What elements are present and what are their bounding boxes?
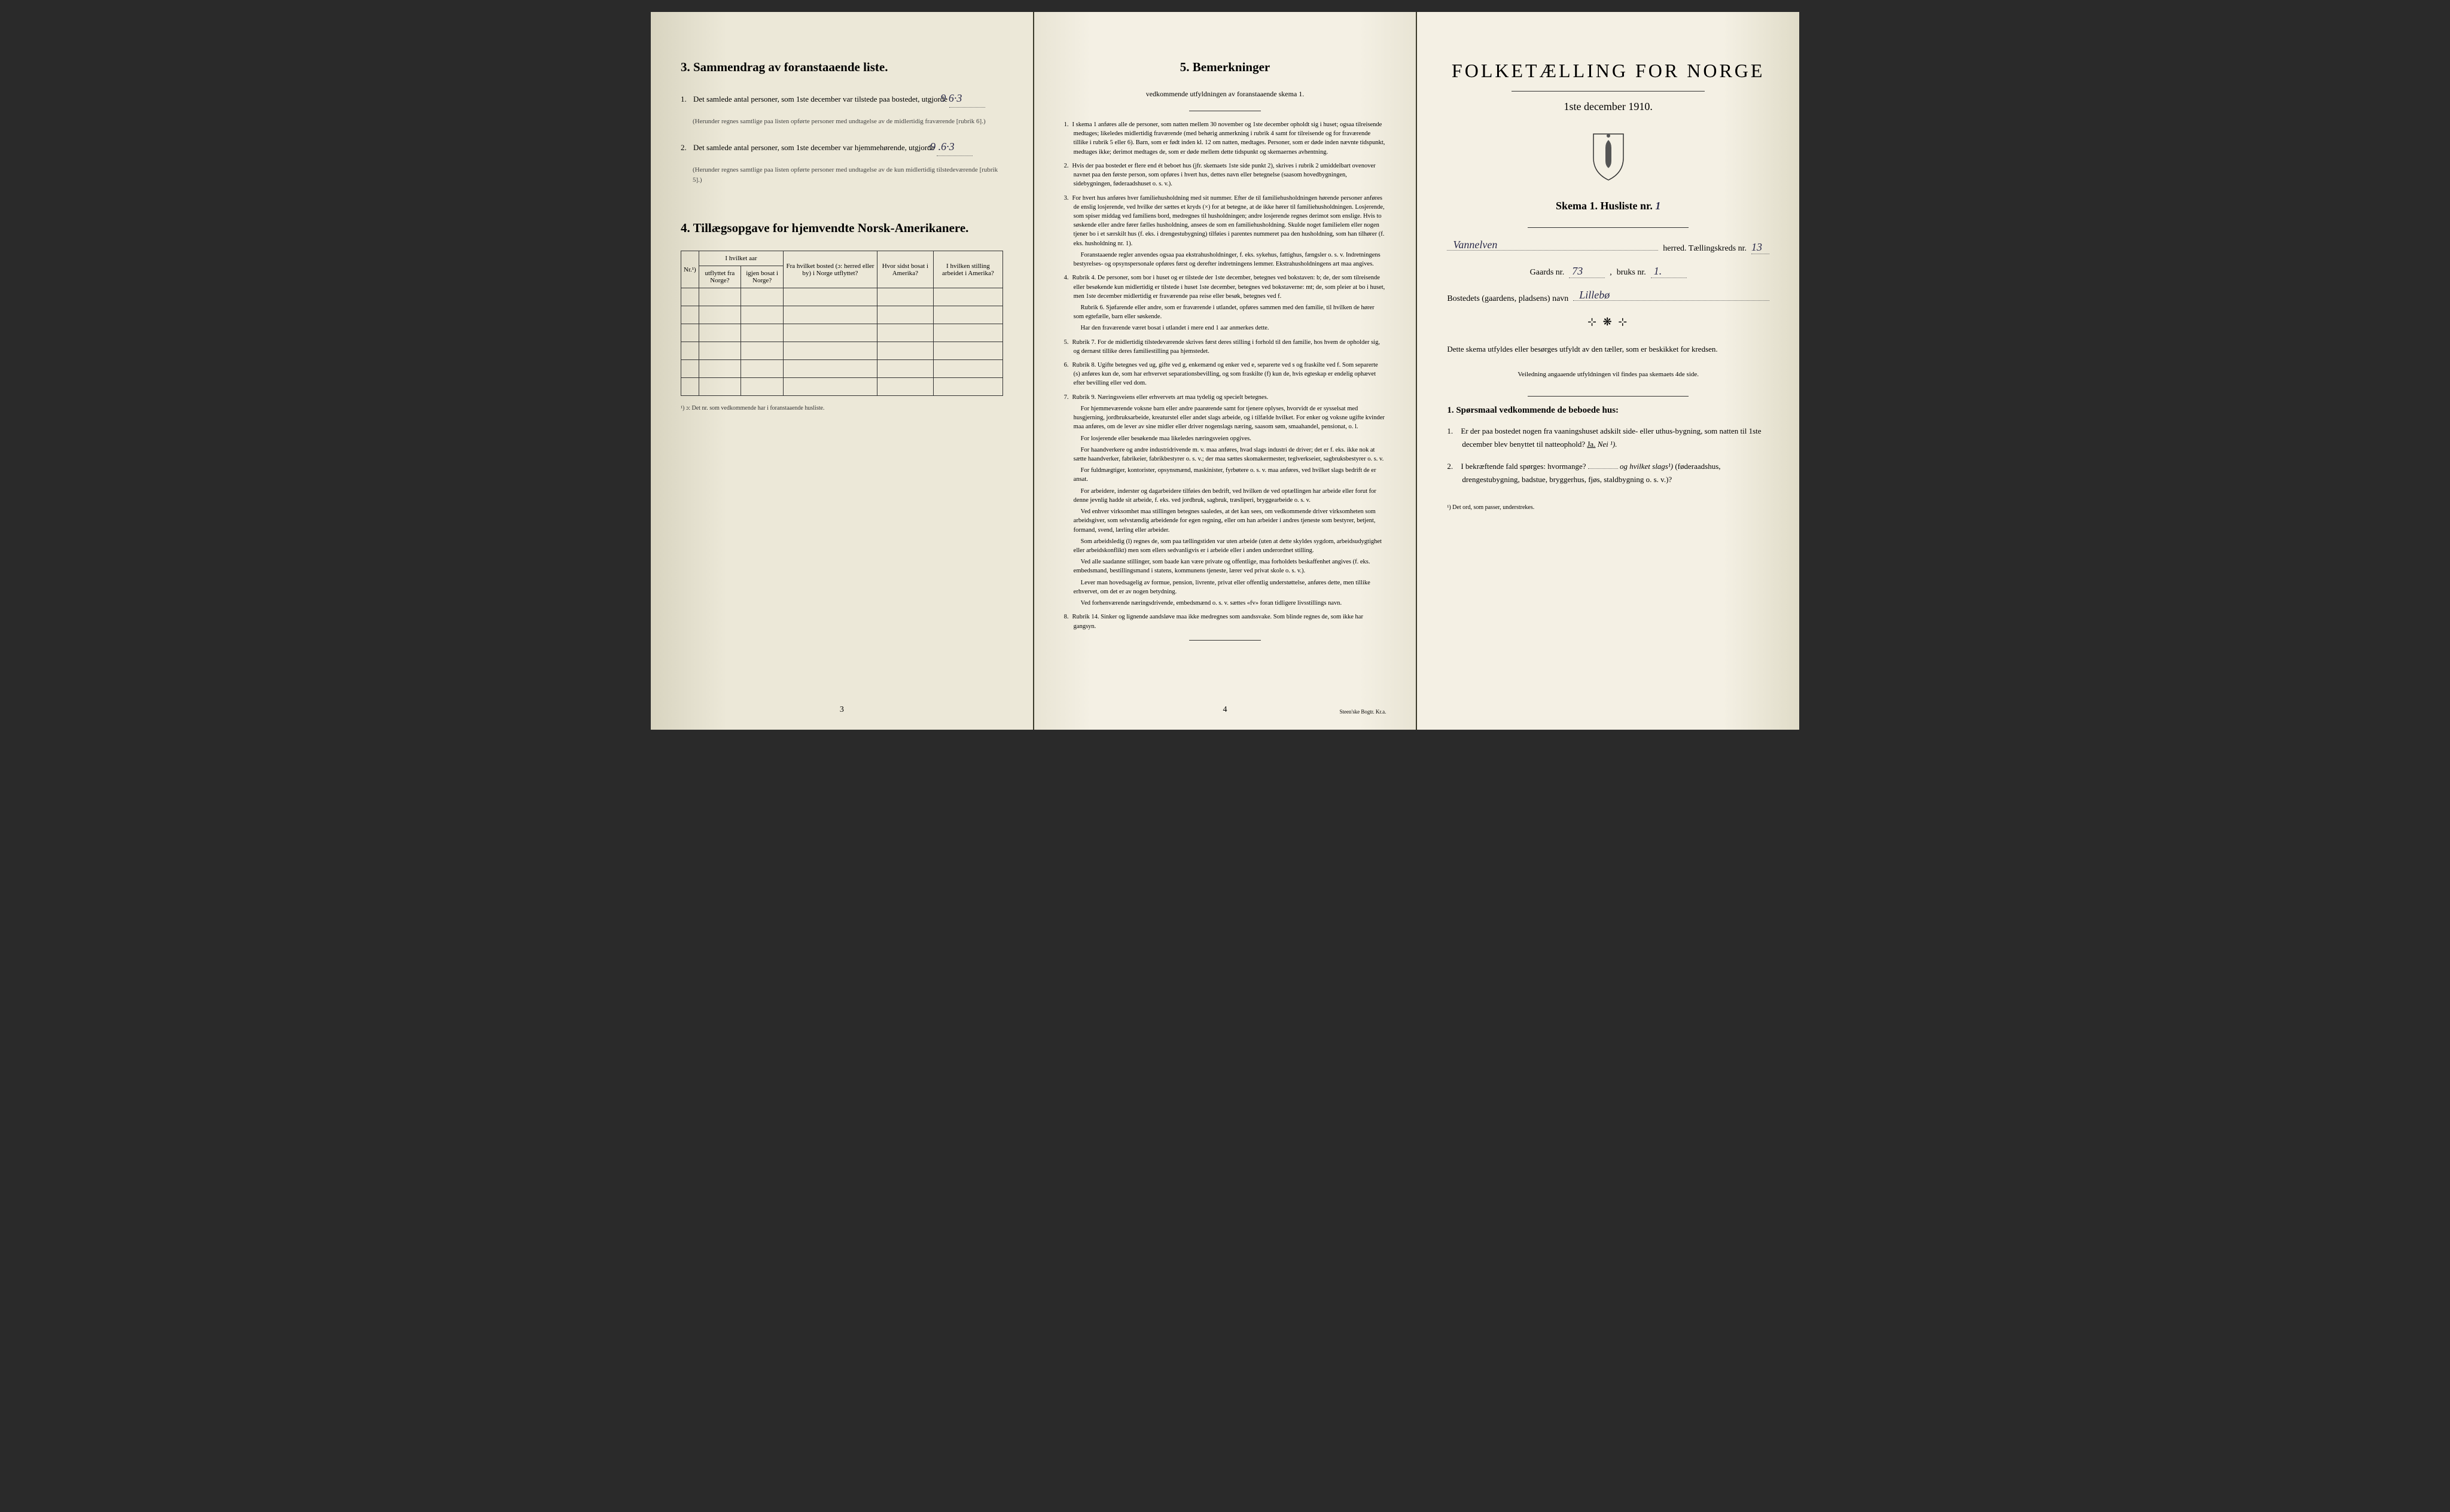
remark-4: 4.Rubrik 4. De personer, som bor i huset…: [1064, 273, 1386, 333]
question-1: 1. Er der paa bostedet nogen fra vaaning…: [1447, 425, 1769, 451]
bosted-value: Lillebø: [1579, 289, 1610, 301]
gaards-nr: 73: [1569, 265, 1605, 278]
page-3: 3. Sammendrag av foranstaaende liste. 1.…: [651, 12, 1034, 730]
remark-6: 6.Rubrik 8. Ugifte betegnes ved ug, gift…: [1064, 361, 1386, 388]
col-stilling: I hvilken stilling arbeidet i Amerika?: [934, 251, 1003, 288]
table-row: [681, 360, 1003, 378]
item1-note: (Herunder regnes samtlige paa listen opf…: [681, 117, 1003, 127]
herred-value: Vannelven: [1453, 239, 1497, 251]
page-number-3: 3: [840, 705, 844, 715]
date-line: 1ste december 1910.: [1447, 100, 1769, 113]
col-nr: Nr.¹): [681, 251, 699, 288]
footnote-understrekes: ¹) Det ord, som passer, understrekes.: [1447, 504, 1769, 511]
tilstede-count: 9 6·3: [949, 90, 985, 108]
section-5-subtitle: vedkommende utfyldningen av foranstaaend…: [1064, 90, 1386, 99]
bruks-nr: 1.: [1651, 265, 1687, 278]
col-aar: I hvilket aar: [699, 251, 783, 266]
remarks-list: 1.I skema 1 anføres alle de personer, so…: [1064, 120, 1386, 631]
item2-note: (Herunder regnes samtlige paa listen opf…: [681, 165, 1003, 185]
col-igjen-bosat: igjen bosat i Norge?: [741, 266, 784, 288]
col-bosted: Fra hvilket bosted (ɔ: herred eller by) …: [784, 251, 877, 288]
summary-item-1: 1. Det samlede antal personer, som 1ste …: [681, 90, 1003, 108]
printer-credit: Steen'ske Bogtr. Kr.a.: [1339, 709, 1386, 715]
herred-line: Vannelven herred. Tællingskreds nr. 13: [1447, 239, 1769, 254]
table-footnote: ¹) ɔ: Det nr. som vedkommende har i fora…: [681, 405, 1003, 411]
page-4: 5. Bemerkninger vedkommende utfyldningen…: [1034, 12, 1418, 730]
husliste-nr: 1: [1655, 200, 1660, 212]
main-title: FOLKETÆLLING FOR NORGE: [1447, 60, 1769, 82]
remark-1: 1.I skema 1 anføres alle de personer, so…: [1064, 120, 1386, 157]
divider: [1512, 91, 1705, 92]
table-row: [681, 288, 1003, 306]
ornament-icon: ⊹ ❋ ⊹: [1447, 316, 1769, 328]
divider: [1528, 396, 1689, 397]
instruction-text: Dette skema utfyldes eller besørges utfy…: [1447, 343, 1769, 356]
remark-7: 7.Rubrik 9. Næringsveiens eller erhverve…: [1064, 393, 1386, 608]
q1-nei: Nei ¹).: [1598, 440, 1617, 449]
page-number-4: 4: [1223, 705, 1227, 715]
section-5-title: 5. Bemerkninger: [1064, 60, 1386, 75]
q-section-title: 1. Spørsmaal vedkommende de beboede hus:: [1447, 406, 1769, 416]
hjemmehorende-count: ·9 .6·3: [937, 138, 973, 156]
census-document: 3. Sammendrag av foranstaaende liste. 1.…: [651, 12, 1799, 730]
norway-crest-icon: [1447, 131, 1769, 185]
remark-5: 5.Rubrik 7. For de midlertidig tilstedev…: [1064, 338, 1386, 356]
divider: [1189, 640, 1261, 641]
section-3-title: 3. Sammendrag av foranstaaende liste.: [681, 60, 1003, 75]
table-row: [681, 324, 1003, 342]
remark-2: 2.Hvis der paa bostedet er flere end ét …: [1064, 161, 1386, 189]
amerikanere-table: Nr.¹) I hvilket aar Fra hvilket bosted (…: [681, 251, 1003, 396]
q1-ja: Ja.: [1587, 440, 1595, 449]
instruction-sub: Veiledning angaaende utfyldningen vil fi…: [1447, 371, 1769, 378]
skema-line: Skema 1. Husliste nr. 1: [1447, 200, 1769, 212]
table-row: [681, 378, 1003, 396]
table-row: [681, 306, 1003, 324]
divider: [1528, 227, 1689, 228]
kreds-nr: 13: [1751, 241, 1769, 254]
remark-8: 8.Rubrik 14. Sinker og lignende aandsløv…: [1064, 612, 1386, 630]
gaards-line: Gaards nr. 73 , bruks nr. 1.: [1447, 265, 1769, 278]
question-2: 2. I bekræftende fald spørges: hvormange…: [1447, 460, 1769, 486]
title-page: FOLKETÆLLING FOR NORGE 1ste december 191…: [1417, 12, 1799, 730]
col-amerika-bosat: Hvor sidst bosat i Amerika?: [877, 251, 934, 288]
summary-item-2: 2. Det samlede antal personer, som 1ste …: [681, 138, 1003, 156]
remark-3: 3.For hvert hus anføres hver familiehush…: [1064, 194, 1386, 269]
question-section: 1. Spørsmaal vedkommende de beboede hus:…: [1447, 406, 1769, 486]
section-4-title: 4. Tillægsopgave for hjemvendte Norsk-Am…: [681, 221, 1003, 236]
col-utflyttet: utflyttet fra Norge?: [699, 266, 741, 288]
table-row: [681, 342, 1003, 360]
bosted-line: Bostedets (gaardens, pladsens) navn Lill…: [1447, 289, 1769, 304]
